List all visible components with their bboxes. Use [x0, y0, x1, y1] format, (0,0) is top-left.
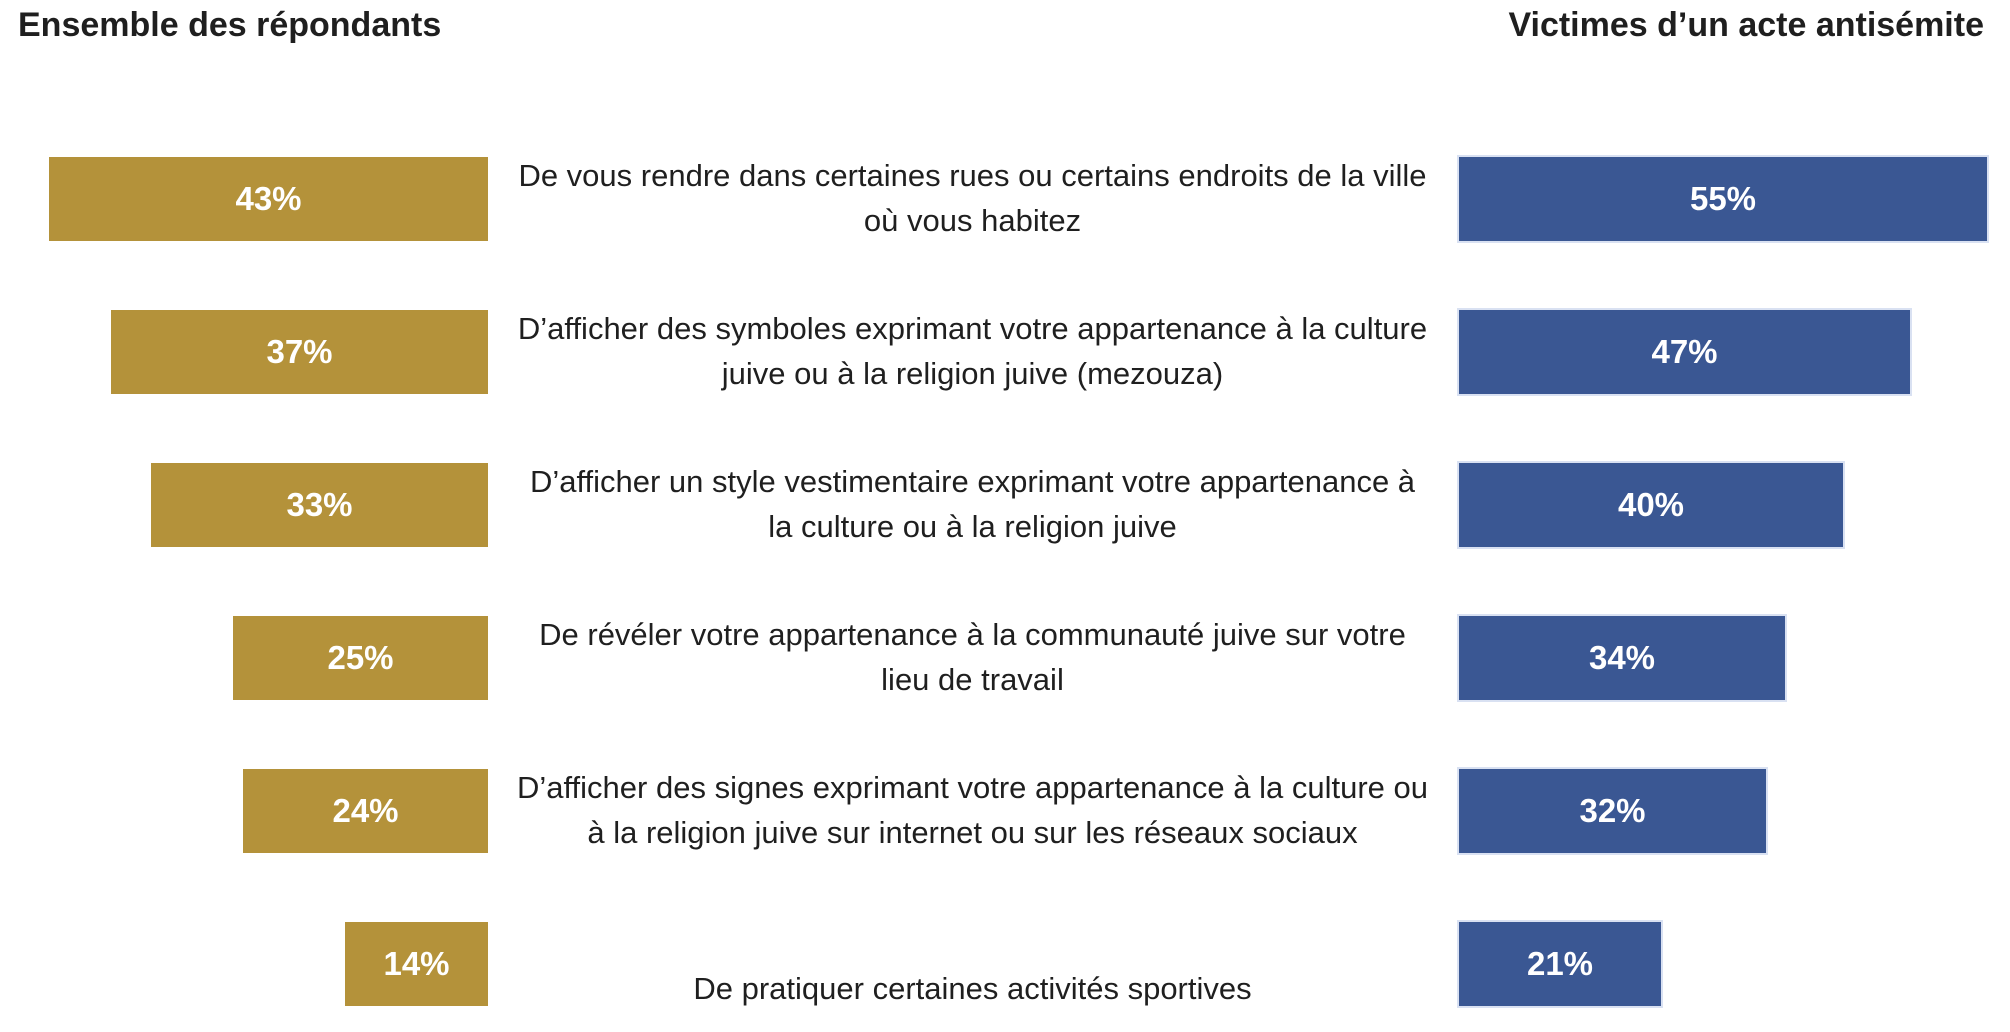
left-bar-cell: 37%: [0, 309, 488, 394]
gold-bar-value-label: 37%: [266, 332, 333, 370]
gold-bar: 24%: [243, 768, 488, 853]
blue-bar-value-label: 47%: [1651, 332, 1718, 370]
blue-bar-value-label: 32%: [1579, 791, 1646, 829]
category-label-cell: De pratiquer certaines activités sportiv…: [488, 915, 1457, 1011]
category-label: D’afficher des symboles exprimant votre …: [517, 311, 1428, 391]
category-label: D’afficher des signes exprimant votre ap…: [516, 770, 1428, 850]
left-bar-cell: 24%: [0, 768, 488, 853]
chart-row: 24% D’afficher des signes exprimant votr…: [0, 734, 2010, 887]
gold-bar: 43%: [49, 156, 488, 241]
blue-bar-value-label: 40%: [1617, 485, 1685, 523]
gold-bar-value-label: 24%: [332, 791, 399, 829]
blue-bar: 40%: [1457, 460, 1845, 549]
gold-bar: 33%: [151, 462, 488, 547]
right-bar-cell: 32%: [1457, 766, 2010, 855]
category-label-cell: D’afficher des signes exprimant votre ap…: [488, 766, 1457, 854]
gold-bar-value-label: 25%: [327, 638, 394, 676]
category-label: D’afficher un style vestimentaire exprim…: [529, 464, 1416, 544]
category-label-cell: De révéler votre appartenance à la commu…: [488, 613, 1457, 701]
blue-bar-value-label: 55%: [1689, 179, 1757, 217]
chart-row: 25% De révéler votre appartenance à la c…: [0, 581, 2010, 734]
chart-rows: 43% De vous rendre dans certaines rues o…: [0, 122, 2010, 1032]
blue-bar: 34%: [1457, 613, 1787, 702]
right-bar-cell: 21%: [1457, 919, 2010, 1008]
category-label-cell: D’afficher un style vestimentaire exprim…: [488, 460, 1457, 548]
right-bar-cell: 34%: [1457, 613, 2010, 702]
gold-bar: 25%: [233, 615, 488, 700]
category-label-cell: De vous rendre dans certaines rues ou ce…: [488, 154, 1457, 242]
chart-row: 33% D’afficher un style vestimentaire ex…: [0, 428, 2010, 581]
blue-bar-value-label: 34%: [1588, 638, 1656, 676]
right-bar-cell: 40%: [1457, 460, 2010, 549]
category-label: De pratiquer certaines activités sportiv…: [693, 971, 1252, 1007]
chart-row: 43% De vous rendre dans certaines rues o…: [0, 122, 2010, 275]
left-bar-cell: 43%: [0, 156, 488, 241]
category-label-cell: D’afficher des symboles exprimant votre …: [488, 307, 1457, 395]
gold-bar: 14%: [345, 921, 488, 1006]
left-bar-cell: 25%: [0, 615, 488, 700]
blue-bar: 55%: [1457, 154, 1989, 243]
blue-bar: 47%: [1457, 307, 1912, 396]
right-bar-cell: 47%: [1457, 307, 2010, 396]
chart-row: 37% D’afficher des symboles exprimant vo…: [0, 275, 2010, 428]
blue-bar: 32%: [1457, 766, 1768, 855]
category-label: De vous rendre dans certaines rues ou ce…: [518, 158, 1427, 238]
category-label: De révéler votre appartenance à la commu…: [539, 617, 1406, 697]
right-series-header: Victimes d’un acte antisémite: [1508, 6, 1984, 44]
left-bar-cell: 33%: [0, 462, 488, 547]
left-bar-cell: 14%: [0, 921, 488, 1006]
blue-bar-value-label: 21%: [1526, 944, 1594, 982]
left-series-header: Ensemble des répondants: [18, 6, 442, 44]
gold-bar-value-label: 43%: [235, 179, 302, 217]
blue-bar: 21%: [1457, 919, 1663, 1008]
chart-row: 14% De pratiquer certaines activités spo…: [0, 887, 2010, 1032]
gold-bar-value-label: 33%: [286, 485, 353, 523]
gold-bar: 37%: [111, 309, 488, 394]
gold-bar-value-label: 14%: [383, 944, 450, 982]
right-bar-cell: 55%: [1457, 154, 2010, 243]
